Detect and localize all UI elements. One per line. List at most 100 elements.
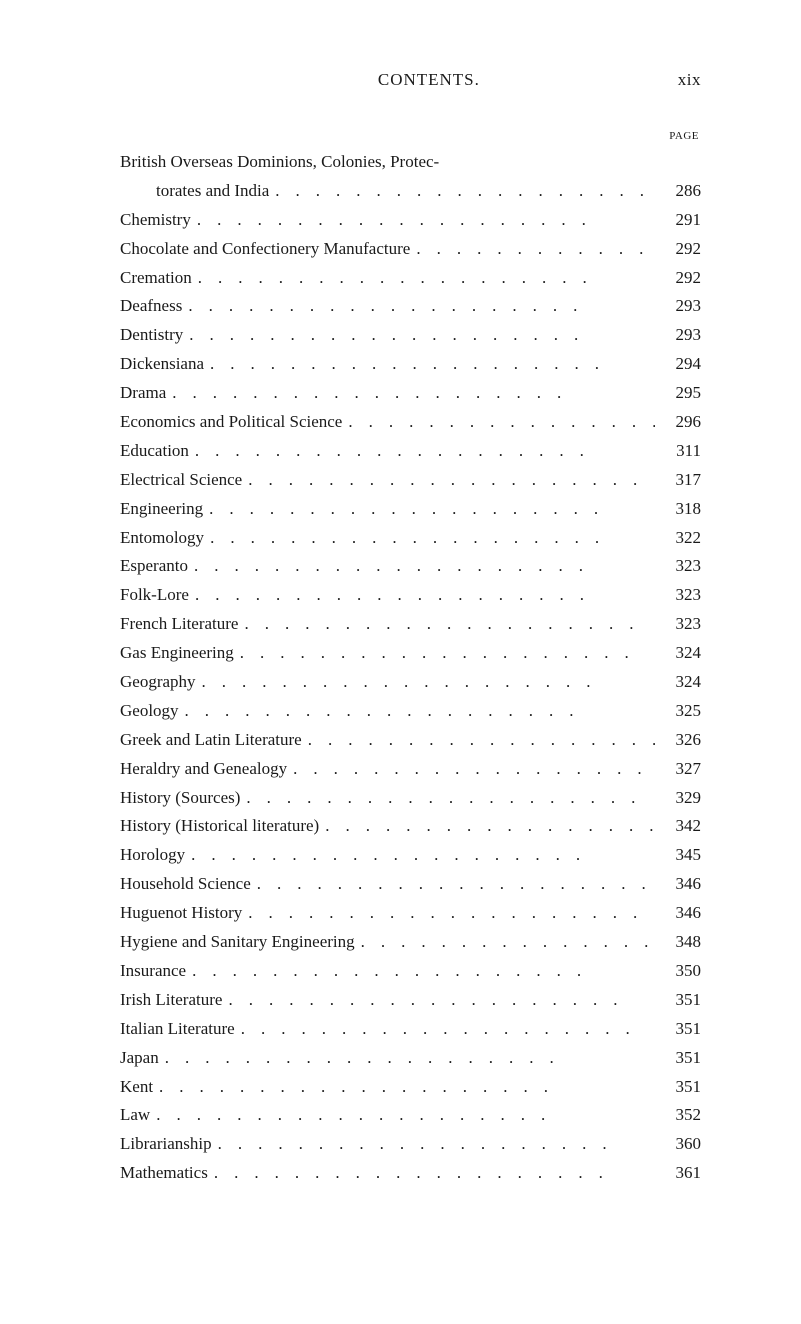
toc-entry-label: Horology — [120, 841, 185, 870]
toc-entry-page: 361 — [661, 1159, 701, 1188]
toc-entry: Mathematics....................361 — [120, 1159, 701, 1188]
toc-entry-label: Hygiene and Sanitary Engineering — [120, 928, 355, 957]
toc-entry-page: 294 — [661, 350, 701, 379]
toc-entry-page: 346 — [661, 870, 701, 899]
toc-entry-label: Insurance — [120, 957, 186, 986]
toc-leader-dots: .................... — [214, 1159, 655, 1188]
toc-entry: Folk-Lore....................323 — [120, 581, 701, 610]
toc-entry-label: Geology — [120, 697, 179, 726]
toc-entry: Librarianship....................360 — [120, 1130, 701, 1159]
toc-entry-label: Education — [120, 437, 189, 466]
toc-entry-page: 350 — [661, 957, 701, 986]
toc-entry: Dentistry....................293 — [120, 321, 701, 350]
toc-entry: Insurance....................350 — [120, 957, 701, 986]
toc-entry: Drama....................295 — [120, 379, 701, 408]
toc-entry-page: 324 — [661, 668, 701, 697]
header-row: CONTENTS. xix — [120, 70, 701, 90]
toc-entry-label: Dentistry — [120, 321, 183, 350]
toc-entry-page: 292 — [661, 235, 701, 264]
toc-entry: Horology....................345 — [120, 841, 701, 870]
toc-entry-page: 352 — [661, 1101, 701, 1130]
toc-leader-dots: .................... — [159, 1073, 655, 1102]
toc-entry-page: 346 — [661, 899, 701, 928]
toc-entry-page: 325 — [661, 697, 701, 726]
toc-leader-dots: .................... — [244, 610, 655, 639]
toc-entry: Gas Engineering....................324 — [120, 639, 701, 668]
toc-leader-dots: .................... — [416, 235, 655, 264]
toc-leader-dots: .................... — [198, 264, 655, 293]
toc-leader-dots: .................... — [192, 957, 655, 986]
toc-leader-dots: .................... — [257, 870, 655, 899]
toc-leader-dots: .................... — [165, 1044, 655, 1073]
toc-leader-dots: .................... — [248, 899, 655, 928]
toc-entry: Dickensiana....................294 — [120, 350, 701, 379]
toc-entry-page: 348 — [661, 928, 701, 957]
toc-leader-dots: .................... — [191, 841, 655, 870]
toc-entry: Huguenot History....................346 — [120, 899, 701, 928]
toc-entry-label-continuation: torates and India — [120, 177, 269, 206]
toc-leader-dots: .................... — [197, 206, 655, 235]
toc-entry-label: Greek and Latin Literature — [120, 726, 302, 755]
toc-entry: Heraldry and Genealogy..................… — [120, 755, 701, 784]
toc-entry-label: Economics and Political Science — [120, 408, 342, 437]
toc-leader-dots: .................... — [210, 350, 655, 379]
toc-leader-dots: .................... — [361, 928, 655, 957]
toc-leader-dots: .................... — [248, 466, 655, 495]
toc-leader-dots: .................... — [240, 639, 655, 668]
toc-entry-label: Huguenot History — [120, 899, 242, 928]
toc-entry: Electrical Science....................31… — [120, 466, 701, 495]
toc-entry: Esperanto....................323 — [120, 552, 701, 581]
toc-leader-dots: .................... — [218, 1130, 655, 1159]
toc-leader-dots: .................... — [195, 581, 655, 610]
toc-leader-dots: .................... — [202, 668, 655, 697]
toc-entry-page: 351 — [661, 1015, 701, 1044]
toc-entry-page: 323 — [661, 581, 701, 610]
toc-entry-page: 292 — [661, 264, 701, 293]
toc-leader-dots: .................... — [189, 321, 655, 350]
toc-entry-label: Geography — [120, 668, 196, 697]
toc-entry-page: 323 — [661, 552, 701, 581]
toc-entry: Greek and Latin Literature..............… — [120, 726, 701, 755]
toc-entry-page: 291 — [661, 206, 701, 235]
toc-entry-label: Japan — [120, 1044, 159, 1073]
toc-entry: History (Historical literature).........… — [120, 812, 701, 841]
toc-entry-label: Chocolate and Confectionery Manufacture — [120, 235, 410, 264]
toc-entry: Kent....................351 — [120, 1073, 701, 1102]
header-page-roman: xix — [678, 70, 701, 90]
toc-leader-dots: .................... — [241, 1015, 655, 1044]
toc-entry-label: Deafness — [120, 292, 182, 321]
toc-entry-label: Chemistry — [120, 206, 191, 235]
toc-entry: Cremation....................292 — [120, 264, 701, 293]
toc-entry-page: 323 — [661, 610, 701, 639]
header-title: CONTENTS. — [180, 70, 678, 90]
toc-entry-page: 351 — [661, 986, 701, 1015]
toc-entry-page: 286 — [661, 177, 701, 206]
toc-leader-dots: .................... — [185, 697, 655, 726]
toc-entry: French Literature....................323 — [120, 610, 701, 639]
toc-entry-label: Irish Literature — [120, 986, 222, 1015]
toc-entry: Irish Literature....................351 — [120, 986, 701, 1015]
table-of-contents: British Overseas Dominions, Colonies, Pr… — [120, 148, 701, 1188]
page-column-label: PAGE — [120, 130, 699, 142]
toc-entry: Economics and Political Science.........… — [120, 408, 701, 437]
toc-entry: History (Sources)....................329 — [120, 784, 701, 813]
toc-entry-page: 351 — [661, 1044, 701, 1073]
toc-entry: Chocolate and Confectionery Manufacture.… — [120, 235, 701, 264]
toc-entry: Geology....................325 — [120, 697, 701, 726]
toc-entry: Law....................352 — [120, 1101, 701, 1130]
toc-leader-dots: .................... — [293, 755, 655, 784]
toc-entry-label: Electrical Science — [120, 466, 242, 495]
toc-entry-label: Heraldry and Genealogy — [120, 755, 287, 784]
toc-leader-dots: .................... — [348, 408, 655, 437]
toc-leader-dots: .................... — [228, 986, 655, 1015]
toc-entry-label: Engineering — [120, 495, 203, 524]
toc-entry-page: 317 — [661, 466, 701, 495]
toc-leader-dots: .................... — [188, 292, 655, 321]
toc-entry-label: Librarianship — [120, 1130, 212, 1159]
toc-entry: Japan....................351 — [120, 1044, 701, 1073]
toc-entry: Education....................311 — [120, 437, 701, 466]
toc-entry-page: 295 — [661, 379, 701, 408]
toc-entry: Entomology....................322 — [120, 524, 701, 553]
toc-entry-page: 322 — [661, 524, 701, 553]
toc-entry-label: Law — [120, 1101, 150, 1130]
